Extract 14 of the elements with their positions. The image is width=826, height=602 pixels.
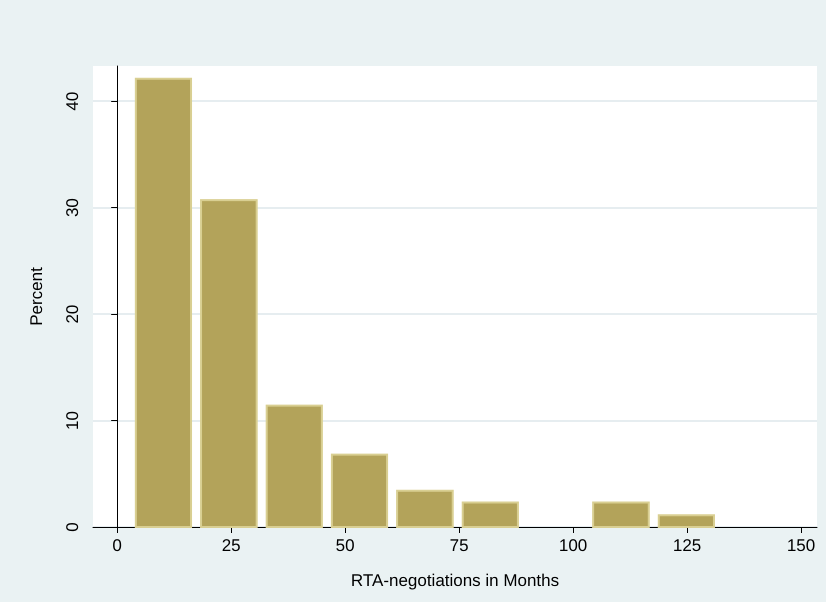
x-tick-label: 150 [786, 536, 816, 555]
x-tick-label: 0 [112, 536, 122, 555]
y-tick-label: 30 [63, 198, 82, 218]
y-tick-label: 10 [63, 411, 82, 430]
y-tick-label: 40 [63, 92, 82, 111]
x-tick-label: 100 [558, 536, 588, 555]
y-tick-label: 0 [63, 522, 82, 532]
x-tick-label: 25 [222, 536, 241, 555]
y-tick-label: 20 [63, 304, 82, 324]
y-axis-title: Percent [27, 266, 46, 326]
x-tick-label: 75 [450, 536, 469, 555]
x-tick-label: 125 [672, 536, 702, 555]
x-tick-label: 50 [336, 536, 355, 555]
x-axis-title: RTA-negotiations in Months [350, 571, 560, 590]
